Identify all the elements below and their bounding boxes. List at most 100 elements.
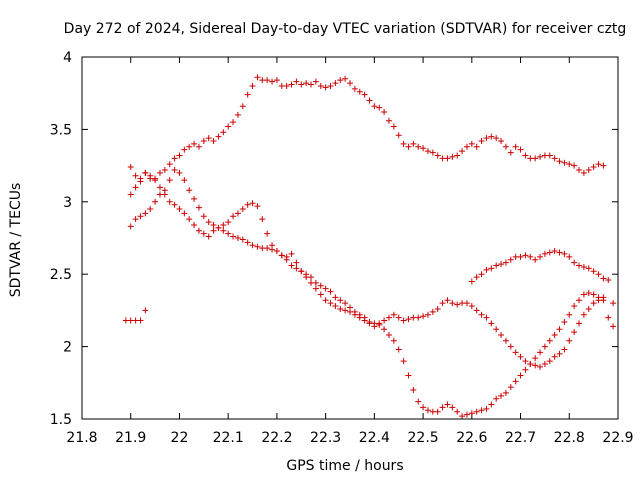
series-upper-track <box>127 74 607 184</box>
x-tick-label: 22.7 <box>505 430 536 446</box>
data-point <box>463 411 470 418</box>
data-point <box>449 404 456 411</box>
data-point <box>293 265 300 272</box>
x-tick-label: 22.8 <box>554 430 585 446</box>
data-point <box>532 155 539 162</box>
data-point <box>556 158 563 165</box>
x-tick-label: 21.9 <box>115 430 146 446</box>
data-point <box>546 358 553 365</box>
data-point <box>293 259 300 266</box>
data-point <box>230 233 237 240</box>
y-tick-label: 2 <box>63 340 72 356</box>
data-point <box>415 314 422 321</box>
data-point <box>176 169 183 176</box>
data-point <box>493 326 500 333</box>
data-point <box>576 166 583 173</box>
data-point <box>605 314 612 321</box>
data-point <box>347 80 353 87</box>
data-point <box>371 320 378 327</box>
series-short-track <box>468 248 617 330</box>
data-point <box>234 111 241 118</box>
data-point <box>527 360 534 367</box>
data-point <box>595 271 602 278</box>
data-point <box>322 84 329 91</box>
data-point <box>600 162 607 169</box>
data-point <box>288 262 295 269</box>
data-point <box>317 291 324 298</box>
data-point <box>127 164 134 171</box>
data-point <box>283 253 290 260</box>
data-point <box>332 80 339 87</box>
data-point <box>522 366 529 373</box>
data-point <box>132 184 139 191</box>
data-point <box>459 148 466 155</box>
data-point <box>483 135 490 142</box>
data-point <box>546 249 553 256</box>
data-point <box>342 75 349 82</box>
data-point <box>152 175 159 182</box>
data-point <box>498 332 505 339</box>
data-marks <box>122 74 617 420</box>
data-point <box>303 80 310 87</box>
data-point <box>463 300 470 307</box>
data-point <box>273 248 280 255</box>
data-point <box>239 236 246 243</box>
y-tick-label: 3 <box>63 195 72 211</box>
data-point <box>488 133 495 140</box>
data-point <box>195 204 202 211</box>
data-point <box>488 401 495 408</box>
data-point <box>322 285 329 292</box>
data-point <box>366 318 373 325</box>
x-axis-label: GPS time / hours <box>286 458 403 474</box>
data-point <box>590 291 597 298</box>
data-point <box>610 300 617 307</box>
data-point <box>376 321 383 328</box>
data-point <box>147 206 154 213</box>
data-point <box>337 77 344 84</box>
data-point <box>376 104 383 111</box>
data-point <box>327 82 334 89</box>
data-point <box>522 252 529 259</box>
data-point <box>205 219 212 226</box>
data-point <box>156 191 163 198</box>
data-point <box>527 253 534 260</box>
x-tick-labels: 21.8 21.9 22 22.1 22.2 22.3 22.4 22.5 22.6 22.7 22… <box>66 430 633 446</box>
x-tick-label: 22.4 <box>359 430 390 446</box>
data-point <box>400 317 407 324</box>
data-point <box>342 300 349 307</box>
data-point <box>390 337 397 344</box>
data-point <box>234 235 241 241</box>
data-point <box>156 169 163 176</box>
data-point <box>468 410 475 417</box>
data-point <box>488 320 495 327</box>
data-point <box>381 109 388 116</box>
data-point <box>546 337 553 344</box>
data-point <box>156 184 163 191</box>
data-point <box>191 195 198 202</box>
data-point <box>439 404 446 411</box>
data-point <box>264 77 271 84</box>
data-point <box>541 343 548 350</box>
data-point <box>541 360 548 367</box>
data-point <box>152 198 159 205</box>
data-point <box>210 137 217 144</box>
data-point <box>225 219 232 226</box>
data-point <box>395 132 402 139</box>
data-point <box>347 308 353 315</box>
data-point <box>610 323 617 330</box>
data-point <box>420 145 427 152</box>
data-point <box>537 153 544 160</box>
data-point <box>571 303 578 310</box>
data-point <box>312 78 319 85</box>
data-point <box>517 353 524 360</box>
data-point <box>537 363 544 370</box>
data-point <box>239 206 246 213</box>
data-point <box>327 300 334 307</box>
data-point <box>195 143 202 150</box>
data-point <box>215 224 222 231</box>
data-point <box>566 161 573 168</box>
data-point <box>600 297 607 304</box>
data-point <box>147 172 154 179</box>
data-point <box>283 82 290 89</box>
